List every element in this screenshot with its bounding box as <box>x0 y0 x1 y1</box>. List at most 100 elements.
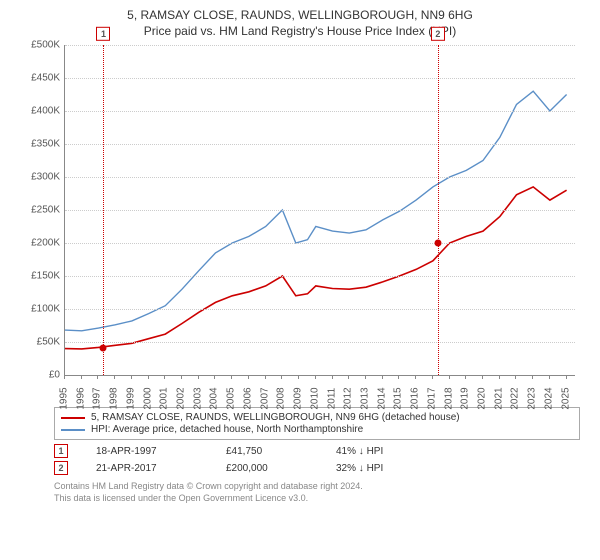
x-tick <box>181 375 182 379</box>
x-tick <box>148 375 149 379</box>
x-axis-label: 2013 <box>359 388 370 410</box>
chart-container: 5, RAMSAY CLOSE, RAUNDS, WELLINGBOROUGH,… <box>0 0 600 560</box>
x-tick <box>515 375 516 379</box>
x-axis-label: 2016 <box>410 388 421 410</box>
footer-line1: Contains HM Land Registry data © Crown c… <box>54 481 580 493</box>
ygrid-line <box>65 276 575 277</box>
ygrid-line <box>65 45 575 46</box>
sale-pct: 41% ↓ HPI <box>336 446 456 457</box>
chart-area: 12 £0£50K£100K£150K£200K£250K£300K£350K£… <box>20 45 580 405</box>
x-tick <box>131 375 132 379</box>
ygrid-line <box>65 111 575 112</box>
x-axis-label: 2021 <box>493 388 504 410</box>
x-tick <box>566 375 567 379</box>
marker-label: 1 <box>96 27 110 41</box>
legend-swatch <box>61 417 85 419</box>
marker-vline <box>438 45 439 375</box>
x-axis-label: 2000 <box>142 388 153 410</box>
x-tick <box>332 375 333 379</box>
ygrid-line <box>65 309 575 310</box>
x-axis-label: 2014 <box>376 388 387 410</box>
x-axis-label: 2020 <box>477 388 488 410</box>
x-tick <box>365 375 366 379</box>
x-tick <box>315 375 316 379</box>
marker-dot <box>434 240 441 247</box>
x-axis-label: 2018 <box>443 388 454 410</box>
sale-price: £41,750 <box>226 446 336 457</box>
y-axis-label: £0 <box>20 370 60 381</box>
sale-date: 21-APR-2017 <box>96 463 226 474</box>
x-tick <box>382 375 383 379</box>
ygrid-line <box>65 243 575 244</box>
ygrid-line <box>65 78 575 79</box>
sale-price: £200,000 <box>226 463 336 474</box>
x-axis-label: 2017 <box>426 388 437 410</box>
legend-swatch <box>61 429 85 431</box>
x-axis-label: 2010 <box>309 388 320 410</box>
y-axis-label: £50K <box>20 337 60 348</box>
x-tick <box>81 375 82 379</box>
x-tick <box>231 375 232 379</box>
x-tick <box>465 375 466 379</box>
footer-text: Contains HM Land Registry data © Crown c… <box>54 481 580 504</box>
x-axis-label: 2003 <box>192 388 203 410</box>
x-axis-label: 2011 <box>326 388 337 410</box>
sale-index-box: 2 <box>54 461 68 475</box>
ygrid-line <box>65 177 575 178</box>
x-axis-label: 2009 <box>293 388 304 410</box>
sale-row: 1 18-APR-1997£41,75041% ↓ HPI <box>54 444 580 458</box>
x-tick <box>398 375 399 379</box>
x-axis-label: 1998 <box>109 388 120 410</box>
footer-line2: This data is licensed under the Open Gov… <box>54 493 580 505</box>
series-line-property <box>65 187 567 349</box>
x-tick <box>549 375 550 379</box>
legend-row: 5, RAMSAY CLOSE, RAUNDS, WELLINGBOROUGH,… <box>61 412 573 423</box>
ygrid-line <box>65 144 575 145</box>
legend-label: HPI: Average price, detached house, Nort… <box>91 424 363 435</box>
x-axis-label: 1996 <box>75 388 86 410</box>
x-axis-label: 2025 <box>560 388 571 410</box>
marker-vline <box>103 45 104 375</box>
y-axis-label: £450K <box>20 73 60 84</box>
y-axis-label: £100K <box>20 304 60 315</box>
sale-pct: 32% ↓ HPI <box>336 463 456 474</box>
y-axis-label: £150K <box>20 271 60 282</box>
x-axis-label: 2005 <box>226 388 237 410</box>
x-axis-label: 2004 <box>209 388 220 410</box>
marker-dot <box>100 344 107 351</box>
x-axis-label: 2024 <box>543 388 554 410</box>
series-line-hpi <box>65 91 567 331</box>
x-axis-label: 2006 <box>242 388 253 410</box>
legend-row: HPI: Average price, detached house, Nort… <box>61 424 573 435</box>
legend-label: 5, RAMSAY CLOSE, RAUNDS, WELLINGBOROUGH,… <box>91 412 460 423</box>
plot-region: 12 <box>64 45 575 376</box>
x-axis-label: 2023 <box>527 388 538 410</box>
x-tick <box>281 375 282 379</box>
x-axis-label: 2007 <box>259 388 270 410</box>
x-tick <box>482 375 483 379</box>
legend-box: 5, RAMSAY CLOSE, RAUNDS, WELLINGBOROUGH,… <box>54 407 580 440</box>
x-tick <box>449 375 450 379</box>
x-tick <box>248 375 249 379</box>
y-axis-label: £200K <box>20 238 60 249</box>
x-tick <box>298 375 299 379</box>
x-tick <box>64 375 65 379</box>
x-axis-label: 2002 <box>176 388 187 410</box>
y-axis-label: £500K <box>20 40 60 51</box>
x-tick <box>499 375 500 379</box>
sale-date: 18-APR-1997 <box>96 446 226 457</box>
title-line1: 5, RAMSAY CLOSE, RAUNDS, WELLINGBOROUGH,… <box>10 8 590 24</box>
x-tick <box>415 375 416 379</box>
x-axis-label: 1999 <box>125 388 136 410</box>
sale-index-box: 1 <box>54 444 68 458</box>
x-tick <box>265 375 266 379</box>
x-axis-label: 1997 <box>92 388 103 410</box>
x-tick <box>532 375 533 379</box>
x-tick <box>114 375 115 379</box>
x-tick <box>214 375 215 379</box>
marker-label: 2 <box>431 27 445 41</box>
x-tick <box>348 375 349 379</box>
x-tick <box>198 375 199 379</box>
x-axis-label: 2015 <box>393 388 404 410</box>
sales-table: 1 18-APR-1997£41,75041% ↓ HPI 2 21-APR-2017… <box>54 444 580 475</box>
